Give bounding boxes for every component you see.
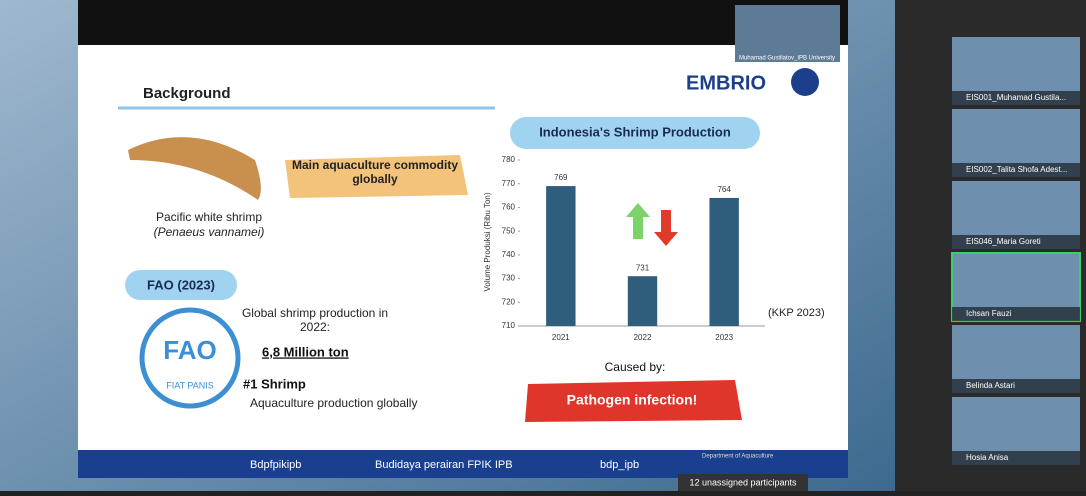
x-tick-label: 2022	[634, 333, 652, 342]
participant-name: EIS002_Talita Shofa Adest...	[966, 165, 1067, 174]
caused-by: Caused by:	[605, 360, 666, 374]
y-tick-label: 780	[502, 155, 516, 164]
fao-rank-note: Aquaculture production globally	[250, 396, 417, 410]
unassigned-text[interactable]: 12 unassigned participants	[689, 477, 797, 487]
commodity-box: Main aquaculture commodity globally	[290, 158, 460, 196]
slide-heading: Background	[143, 85, 231, 102]
shrimp-caption: Pacific white shrimp	[156, 210, 262, 224]
speaker-video	[735, 5, 840, 62]
footer-facebook: Bdpfpikipb	[250, 459, 301, 471]
bar	[709, 198, 738, 326]
y-tick-label: 750	[502, 226, 516, 235]
participant-name: EIS001_Muhamad Gustila...	[966, 93, 1066, 102]
cause-text: Pathogen infection!	[567, 392, 698, 408]
y-tick-label: 730	[502, 274, 516, 283]
y-tick-label: 710	[502, 321, 516, 330]
bar	[628, 276, 657, 326]
footer-instagram: bdp_ipb	[600, 459, 639, 471]
fao-badge-text: FAO (2023)	[147, 277, 215, 292]
fao-text: Global shrimp production in 2022:	[235, 306, 395, 334]
y-axis-label: Volume Produksi (Ribu Ton)	[483, 192, 492, 291]
footer-dept: Department of Aquaculture	[702, 454, 774, 460]
top-bar	[78, 0, 848, 45]
participant-name: Belinda Astari	[966, 381, 1015, 390]
commodity-text: Main aquaculture commodity globally	[290, 158, 460, 186]
x-tick-label: 2021	[552, 333, 570, 342]
y-tick-label: 720	[502, 297, 516, 306]
fao-amount: 6,8 Million ton	[262, 344, 349, 359]
fao-text-box: Global shrimp production in 2022:	[235, 306, 395, 342]
y-tick-label: 760	[502, 203, 516, 212]
page: Background EMBRIO Pacific white shrimp (…	[0, 0, 1086, 491]
value-label: 764	[717, 185, 731, 194]
fao-logo-text: FAO	[163, 335, 216, 365]
source: (KKP 2023)	[768, 307, 825, 319]
footer-youtube: Budidaya perairan FPIK IPB	[375, 459, 513, 471]
screen: Background EMBRIO Pacific white shrimp (…	[0, 0, 1086, 491]
fao-rank: #1 Shrimp	[243, 376, 306, 391]
x-tick-label: 2023	[715, 333, 733, 342]
speaker-name: Muhamad Gustilatov_IPB University	[739, 56, 835, 62]
value-label: 731	[636, 263, 650, 272]
participant-name: EIS046_Maria Goreti	[966, 237, 1041, 246]
participant-name: Hosia Anisa	[966, 453, 1009, 462]
value-label: 769	[554, 173, 568, 182]
y-tick-label: 770	[502, 179, 516, 188]
shrimp-latin: (Penaeus vannamei)	[154, 225, 265, 239]
y-tick-label: 740	[502, 250, 516, 259]
fao-motto: FIAT PANIS	[166, 380, 214, 390]
university-logo	[791, 68, 819, 96]
logo: EMBRIO	[686, 72, 766, 94]
bar	[546, 186, 575, 326]
chart-title: Indonesia's Shrimp Production	[539, 124, 731, 139]
participant-name: Ichsan Fauzi	[966, 309, 1012, 318]
